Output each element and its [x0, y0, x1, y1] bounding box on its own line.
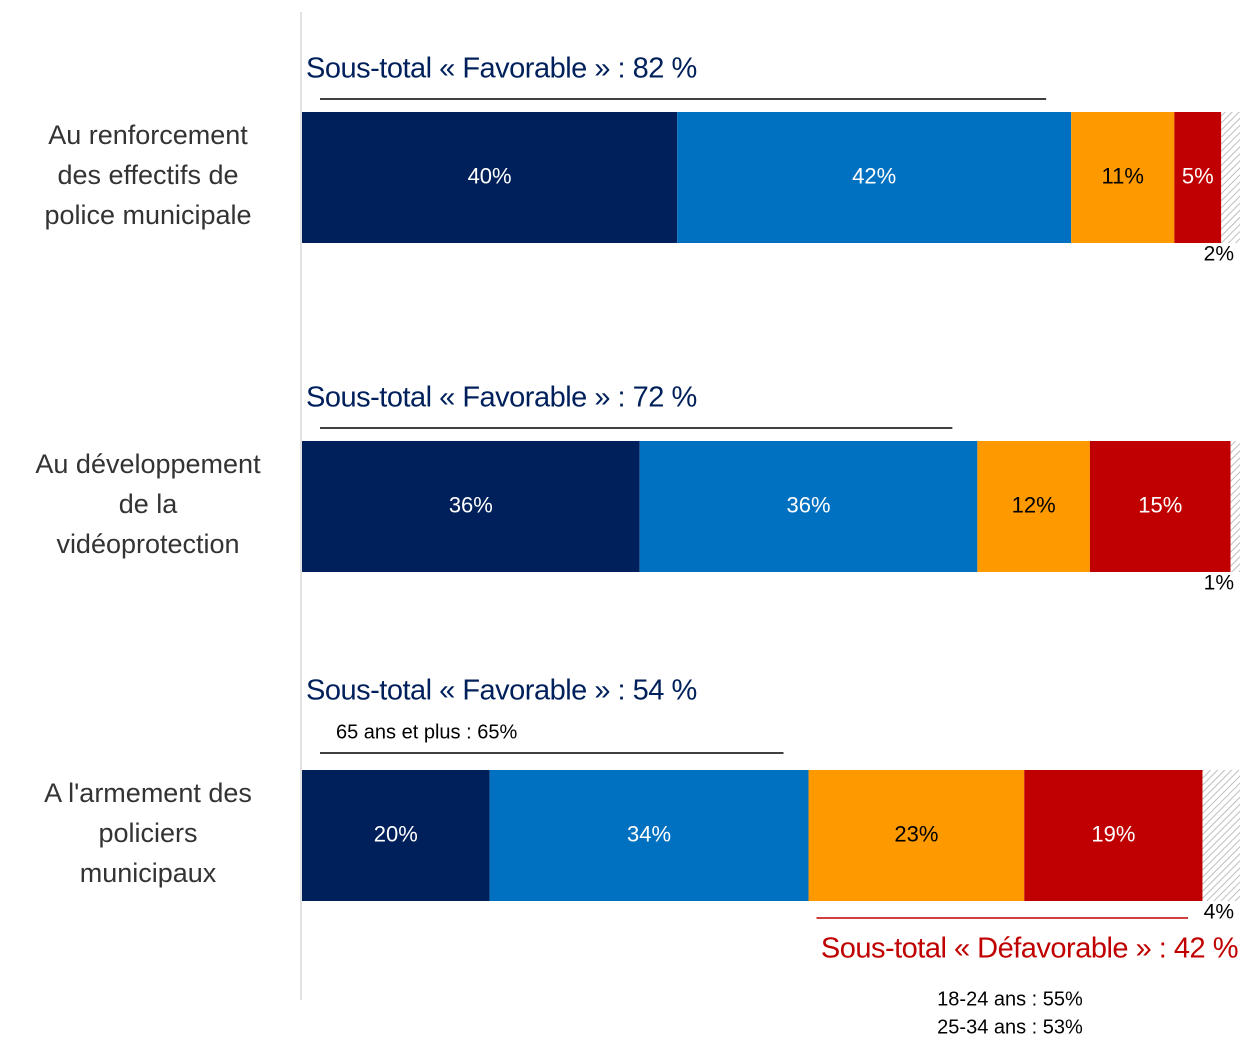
value-label: 11%: [1102, 163, 1144, 188]
bar-segment: [1089, 441, 1231, 572]
favorable-subtotal: Sous-total « Favorable » : 82 %: [306, 53, 697, 85]
bar-segment: [677, 112, 1072, 243]
bar-segment: [977, 441, 1090, 572]
bar-segment: [639, 441, 978, 572]
bar-segment: [1174, 112, 1222, 243]
category-label: de la: [119, 489, 179, 519]
category-label: Au renforcement: [48, 120, 248, 150]
value-label: 4%: [1204, 901, 1234, 924]
value-label: 15%: [1138, 492, 1182, 517]
bar-segment: [302, 112, 678, 243]
bar-segment: [1230, 441, 1240, 572]
category-label: des effectifs de: [57, 160, 238, 190]
unfavorable-note: 25-34 ans : 53%: [937, 1016, 1083, 1038]
value-label: 1%: [1204, 572, 1234, 595]
value-label: 36%: [786, 492, 830, 517]
favorable-subtotal: Sous-total « Favorable » : 54 %: [306, 675, 697, 707]
value-label: 5%: [1182, 163, 1214, 188]
favorable-subtotal: Sous-total « Favorable » : 72 %: [306, 382, 697, 414]
bar-segment: [302, 770, 490, 901]
category-label: Au développement: [35, 449, 261, 479]
bar-segment: [1202, 770, 1240, 901]
unfavorable-subtotal: Sous-total « Défavorable » : 42 %: [821, 933, 1238, 965]
category-label: vidéoprotection: [56, 529, 239, 559]
bar-segment: [1071, 112, 1175, 243]
category-label: municipaux: [80, 858, 217, 888]
category-label: A l'armement des: [44, 778, 252, 808]
category-label: policiers: [98, 818, 197, 848]
value-label: 20%: [374, 821, 418, 846]
value-label: 36%: [449, 492, 493, 517]
bar-segment: [808, 770, 1025, 901]
unfavorable-note: 18-24 ans : 55%: [937, 988, 1083, 1010]
bar-segment: [489, 770, 809, 901]
favorable-note: 65 ans et plus : 65%: [336, 721, 517, 743]
value-label: 19%: [1091, 821, 1135, 846]
bar-segment: [302, 441, 640, 572]
value-label: 12%: [1012, 492, 1056, 517]
bar-segment: [1024, 770, 1203, 901]
value-label: 23%: [894, 821, 938, 846]
category-label: police municipale: [44, 200, 251, 230]
value-label: 34%: [627, 821, 671, 846]
value-label: 2%: [1204, 243, 1234, 266]
value-label: 40%: [468, 163, 512, 188]
value-label: 42%: [852, 163, 896, 188]
bar-segment: [1221, 112, 1240, 243]
